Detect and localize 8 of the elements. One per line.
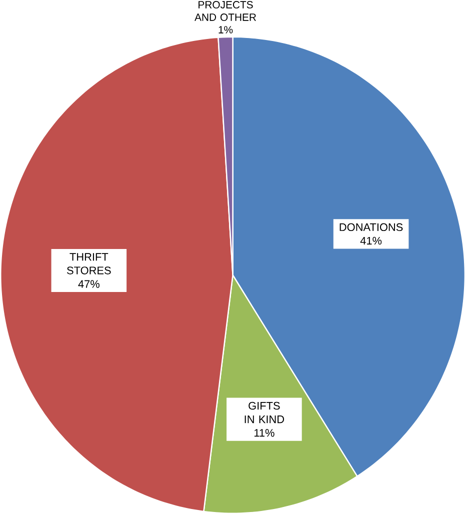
data-label: 11%: [254, 429, 275, 437]
data-label: 41%: [360, 236, 382, 245]
slice-label: DONATIONS: [340, 223, 403, 232]
slice-label: GIFTS IN KIND: [245, 402, 284, 424]
data-label: 1%: [218, 26, 233, 34]
slice-label: THRIFT STORES: [67, 253, 112, 274]
slice-label: PROJECTS AND OTHER: [194, 1, 256, 21]
data-label: 47%: [78, 280, 100, 288]
